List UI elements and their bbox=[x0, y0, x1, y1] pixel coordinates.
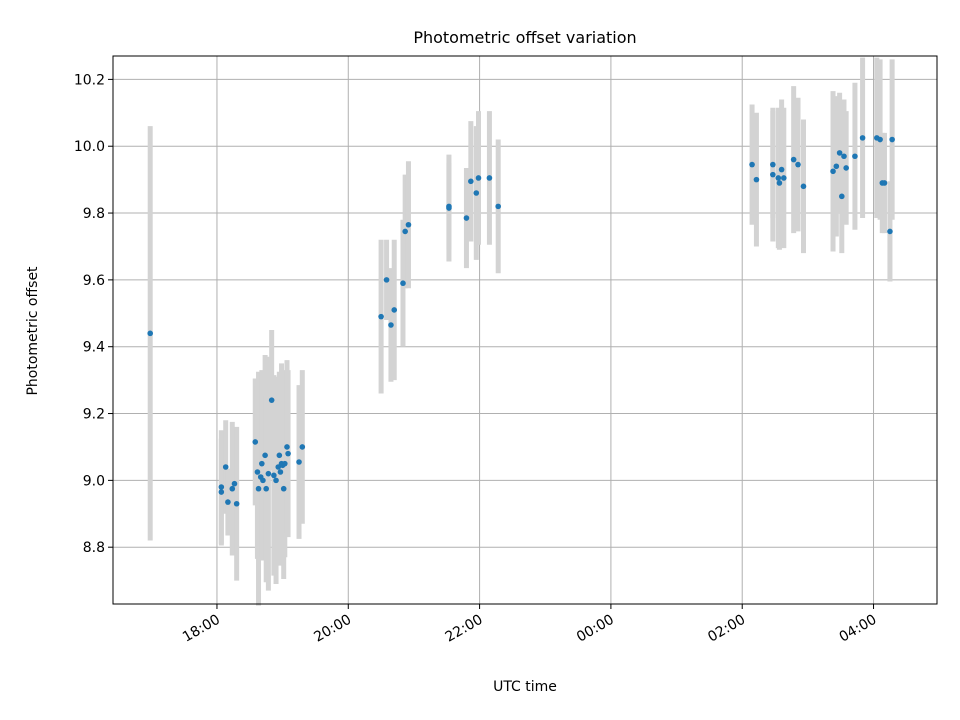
data-point bbox=[770, 171, 776, 178]
data-point bbox=[800, 183, 807, 190]
data-point bbox=[277, 469, 284, 475]
data-point bbox=[252, 439, 259, 445]
data-point bbox=[486, 175, 493, 181]
chart-title: Photometric offset variation bbox=[413, 28, 636, 47]
plot-frame bbox=[112, 55, 938, 605]
data-point bbox=[843, 165, 849, 171]
data-point bbox=[218, 489, 225, 495]
data-point bbox=[889, 136, 895, 143]
y-tick-label: 9.0 bbox=[83, 473, 105, 489]
y-tick-label: 9.6 bbox=[83, 273, 105, 289]
data-point bbox=[836, 150, 843, 156]
data-point bbox=[770, 161, 776, 168]
data-point bbox=[268, 397, 275, 403]
data-point bbox=[299, 444, 306, 450]
data-point bbox=[233, 500, 240, 507]
data-point bbox=[284, 444, 290, 450]
data-point bbox=[378, 313, 384, 320]
y-axis: 8.8 9.0 9.2 9.4 9.6 9.8 10.0 10.2 bbox=[74, 72, 113, 556]
data-point bbox=[852, 153, 858, 160]
data-point bbox=[463, 215, 470, 221]
data-point bbox=[749, 161, 755, 168]
data-point bbox=[887, 228, 893, 235]
data-point bbox=[222, 464, 229, 470]
data-point bbox=[285, 450, 291, 457]
y-tick-label: 8.8 bbox=[83, 540, 105, 556]
data-point bbox=[446, 205, 452, 211]
data-point bbox=[273, 477, 279, 484]
data-point bbox=[753, 176, 760, 183]
data-point bbox=[218, 484, 225, 490]
data-point bbox=[276, 452, 283, 459]
data-point bbox=[259, 460, 265, 467]
data-point bbox=[262, 452, 268, 459]
data-point bbox=[225, 499, 231, 505]
data-point bbox=[147, 330, 154, 337]
data-point bbox=[231, 480, 238, 487]
y-tick-label: 9.2 bbox=[83, 407, 105, 423]
data-point bbox=[775, 175, 782, 181]
data-point bbox=[841, 153, 847, 160]
data-point bbox=[296, 459, 302, 465]
data-points bbox=[147, 135, 895, 507]
data-point bbox=[280, 485, 287, 492]
data-point bbox=[776, 180, 783, 186]
data-point bbox=[795, 161, 801, 168]
data-point bbox=[405, 221, 412, 228]
data-point bbox=[229, 485, 236, 492]
y-tick-label: 10.2 bbox=[74, 72, 105, 88]
data-point bbox=[780, 175, 787, 181]
data-point bbox=[468, 178, 474, 185]
data-point bbox=[877, 136, 883, 143]
data-point bbox=[388, 322, 394, 328]
data-point bbox=[475, 175, 482, 181]
y-tick-label: 9.8 bbox=[83, 206, 105, 222]
y-tick-label: 10.0 bbox=[74, 139, 105, 155]
data-point bbox=[473, 190, 480, 196]
data-point bbox=[383, 277, 390, 283]
data-point bbox=[263, 485, 270, 492]
data-point bbox=[402, 228, 408, 235]
data-point bbox=[255, 485, 262, 492]
data-point bbox=[881, 180, 888, 186]
data-point bbox=[859, 135, 866, 141]
grid-lines bbox=[113, 56, 937, 604]
data-point bbox=[254, 469, 261, 475]
y-tick-label: 9.4 bbox=[83, 340, 105, 356]
data-point bbox=[778, 166, 785, 173]
data-point bbox=[830, 168, 836, 175]
data-point bbox=[271, 472, 277, 479]
data-point bbox=[260, 477, 266, 484]
data-point bbox=[790, 156, 797, 163]
data-point bbox=[838, 193, 845, 200]
data-point bbox=[495, 203, 501, 210]
data-point bbox=[400, 280, 406, 287]
data-point bbox=[833, 163, 840, 170]
x-axis-label: UTC time bbox=[493, 679, 557, 695]
y-axis-label: Photometric offset bbox=[25, 266, 41, 396]
data-point bbox=[282, 460, 288, 467]
data-point bbox=[391, 307, 398, 313]
data-point bbox=[265, 470, 272, 477]
